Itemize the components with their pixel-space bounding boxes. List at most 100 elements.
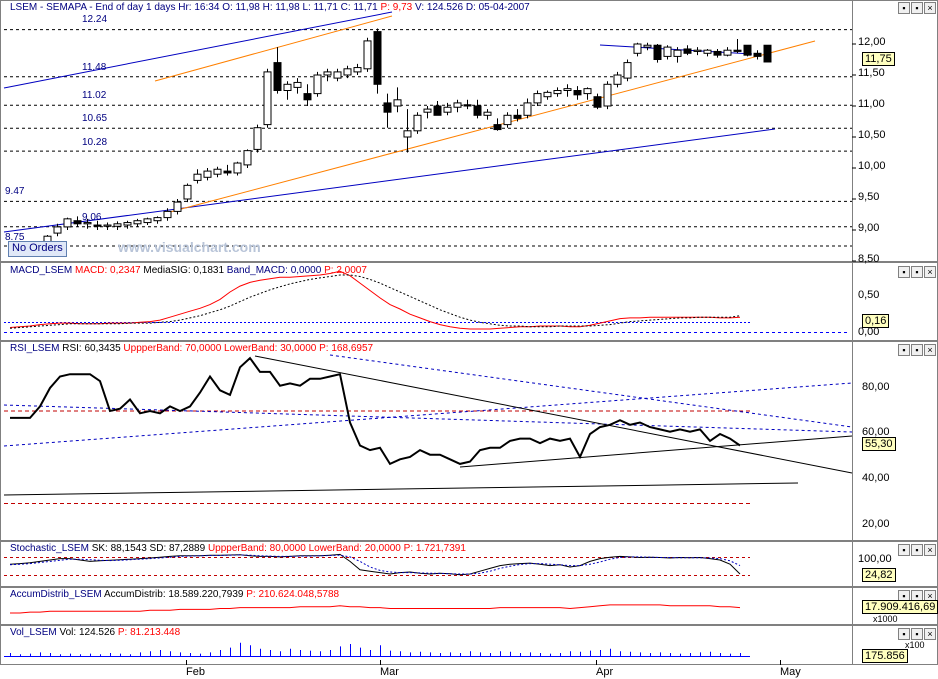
legend-entry: Band_MACD: 0,0000 — [226, 265, 322, 276]
close-pane-button[interactable]: × — [924, 344, 936, 356]
minimize-pane-button[interactable]: ▪ — [898, 266, 910, 278]
candle-body — [113, 223, 122, 227]
candle-body — [443, 106, 452, 113]
candle-body — [613, 74, 622, 85]
candle-body — [693, 49, 702, 52]
candle-body — [153, 217, 162, 222]
maximize-pane-button[interactable]: ▪ — [911, 266, 923, 278]
close-pane-button[interactable]: × — [924, 2, 936, 14]
minimize-pane-button[interactable]: ▪ — [898, 2, 910, 14]
trend-line — [154, 15, 393, 82]
close-pane-button[interactable]: × — [924, 628, 936, 640]
accumdistrib-value-box: 17.909.416,69 — [862, 600, 938, 614]
macd-value-box: 0,16 — [862, 314, 890, 328]
accumdistrib-line — [10, 604, 741, 614]
hour-value: 16:34 — [194, 2, 220, 13]
price-tick: 9,00 — [858, 222, 880, 234]
volume-label: V: — [415, 2, 425, 13]
candle-body — [563, 88, 572, 91]
no-orders-status[interactable]: No Orders — [8, 241, 67, 257]
high-value: 11,98 — [275, 2, 300, 13]
maximize-pane-button[interactable]: ▪ — [911, 344, 923, 356]
rsi-channel-line — [329, 354, 853, 428]
date-value: 05-04-2007 — [478, 2, 530, 13]
company-name: SEMAPA — [46, 2, 87, 13]
period: End of day 1 days — [95, 2, 176, 13]
candle-body — [53, 226, 62, 234]
pane-frame — [0, 341, 938, 541]
candle-body — [633, 43, 642, 54]
level-label: 12.24 — [82, 14, 108, 25]
maximize-pane-button[interactable]: ▪ — [911, 628, 923, 640]
channel-line — [3, 128, 776, 233]
candle-body — [283, 83, 292, 92]
open-label: O: — [222, 2, 233, 13]
legend-entry: MediaSIG: 0,1831 — [143, 265, 225, 276]
candle-body — [173, 201, 182, 212]
close-pane-button[interactable]: × — [924, 266, 936, 278]
volume-value: 124.526 — [426, 2, 464, 13]
candle-body — [723, 49, 732, 56]
maximize-pane-button[interactable]: ▪ — [911, 2, 923, 14]
rsi-tick: 60,00 — [862, 426, 890, 438]
legend-entry: MACD_LSEM — [10, 265, 73, 276]
rsi-trend-line — [459, 435, 853, 468]
candle-body — [213, 168, 222, 175]
price-tick: 12,00 — [858, 36, 886, 48]
close-pane-button[interactable]: × — [924, 590, 936, 602]
legend-entry: P: 81.213.448 — [117, 627, 181, 638]
minimize-pane-button[interactable]: ▪ — [898, 628, 910, 640]
candle-body — [123, 222, 132, 226]
candle-body — [573, 90, 582, 96]
candle-body — [263, 71, 272, 126]
macd-legend: MACD_LSEM MACD: 0,2347 MediaSIG: 0,1831 … — [10, 265, 367, 277]
level-label: 10.28 — [82, 137, 108, 148]
close-pane-button[interactable]: × — [924, 544, 936, 556]
candle-body — [343, 68, 352, 76]
candle-body — [273, 62, 282, 91]
month-label: Mar — [380, 666, 399, 678]
candle-body — [513, 114, 522, 119]
candle-body — [143, 218, 152, 224]
level-label: 10.65 — [82, 113, 108, 124]
p-label: P: — [380, 2, 390, 13]
low-value: 11,71 — [313, 2, 338, 13]
candle-body — [363, 40, 372, 70]
candle-body — [63, 218, 72, 228]
legend-entry: RSI: 60,3435 — [62, 343, 121, 354]
candle-body — [103, 224, 112, 227]
trend-line — [169, 40, 816, 213]
legend-entry: Vol_LSEM — [10, 627, 57, 638]
rsi-channel-line — [3, 382, 853, 447]
candle-body — [303, 93, 312, 101]
legend-entry: P: 210.624.048,5788 — [246, 589, 340, 600]
legend-entry: LowerBand: 20,0000 — [308, 543, 401, 554]
legend-entry: SD: 87,2889 — [149, 543, 206, 554]
maximize-pane-button[interactable]: ▪ — [911, 544, 923, 556]
price-tick: 11,50 — [858, 67, 885, 79]
month-label: Feb — [186, 666, 205, 678]
date-label: D: — [465, 2, 476, 13]
price-tick: 10,50 — [858, 129, 886, 141]
candle-body — [683, 48, 692, 54]
price-tick: 11,00 — [858, 98, 885, 110]
legend-entry: SK: 88,1543 — [91, 543, 147, 554]
candle-body — [593, 96, 602, 108]
volume-scale: x100 — [905, 640, 925, 650]
candle-body — [193, 173, 202, 181]
candle-body — [673, 49, 682, 57]
high-label: H: — [262, 2, 273, 13]
candle-body — [503, 114, 512, 126]
rsi-trend-line — [3, 482, 799, 496]
candle-body — [623, 62, 632, 79]
legend-entry: Vol: 124.526 — [59, 627, 116, 638]
minimize-pane-button[interactable]: ▪ — [898, 544, 910, 556]
rsi-trend-line — [254, 355, 853, 474]
open-value: 11,98 — [235, 2, 260, 13]
channel-line — [3, 11, 393, 89]
symbol: LSEM — [10, 2, 38, 13]
candle-body — [703, 49, 712, 54]
close-label: C: — [340, 2, 351, 13]
minimize-pane-button[interactable]: ▪ — [898, 344, 910, 356]
